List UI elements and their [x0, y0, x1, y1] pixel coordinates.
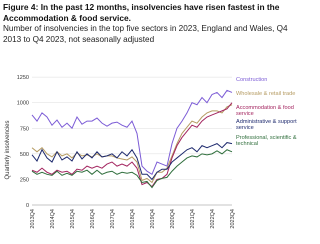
line — [31, 102, 233, 188]
x-tick-label: 2014Q4 — [50, 209, 56, 229]
x-tick-label: 2015Q4 — [70, 209, 76, 229]
x-tick-label: 2021Q4 — [190, 209, 196, 229]
x-tick-label: 2017Q4 — [110, 209, 116, 229]
y-axis-title: Quarterly insolvencies — [5, 120, 11, 179]
x-tick-label: 2016Q4 — [90, 209, 96, 229]
line — [31, 142, 233, 181]
x-tick-label: 2020Q4 — [170, 209, 176, 229]
x-tick-label: 2023Q4 — [230, 209, 236, 229]
x-tick-label: 2013Q4 — [30, 209, 36, 229]
series-label: Professional, scientific & technical — [236, 135, 297, 147]
y-tick-label: 500 — [20, 152, 29, 158]
series-label: Administrative & support service — [236, 119, 297, 131]
page: Figure 4: In the past 12 months, insolve… — [3, 2, 297, 229]
y-tick-label: 250 — [20, 177, 29, 183]
y-tick-label: 1000 — [17, 101, 29, 107]
series-label: Accommodation & food service — [236, 105, 294, 117]
line — [31, 149, 233, 189]
x-tick-label: 2018Q4 — [130, 209, 136, 229]
series-label: Construction — [236, 77, 268, 83]
x-tick-label: 2022Q4 — [210, 209, 216, 229]
x-tick-label: 2019Q4 — [150, 209, 156, 229]
line — [31, 89, 233, 176]
series-label: Wholesale & retail trade — [236, 91, 296, 97]
chart-subtitle: Number of insolvencies in the top five s… — [3, 24, 288, 44]
y-tick-label: 1250 — [17, 75, 29, 81]
chart: Quarterly insolvencies 0 250 500 750 1000 125… — [5, 75, 236, 229]
y-tick-label: 0 — [26, 203, 29, 209]
line — [31, 104, 233, 184]
chart-title: Figure 4: In the past 12 months, insolve… — [3, 2, 280, 23]
y-tick-label: 750 — [20, 126, 29, 132]
